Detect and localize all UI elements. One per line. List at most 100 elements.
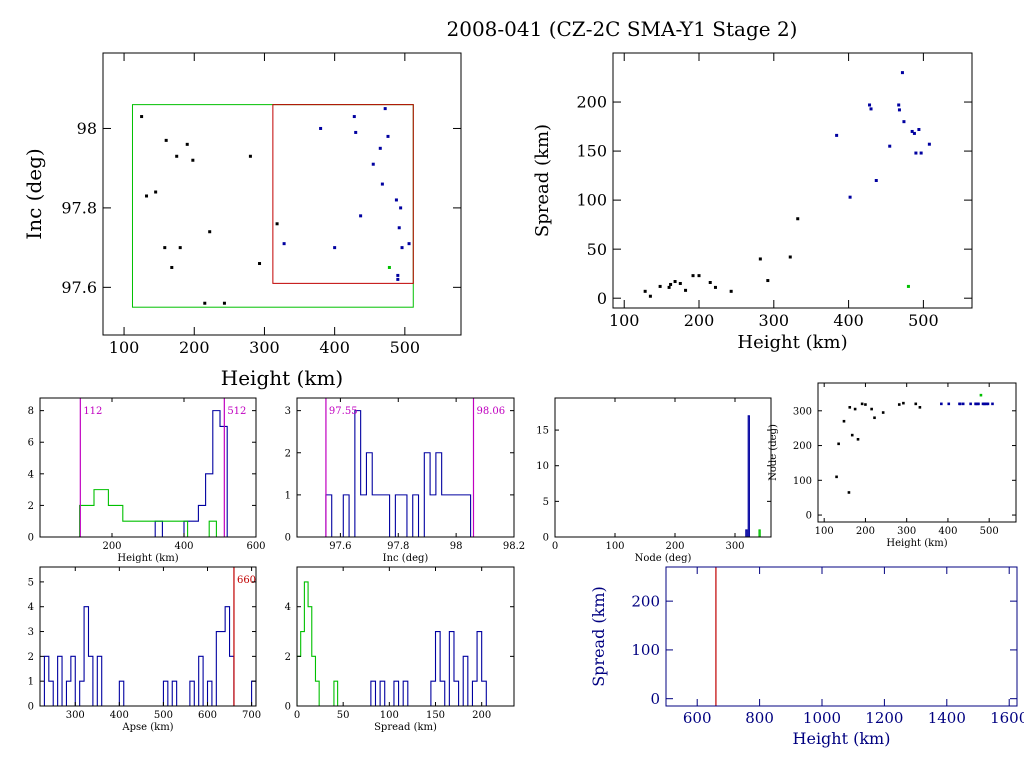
y-tick-label: 4 (28, 469, 34, 480)
data-layer (79, 410, 228, 537)
data-layer (325, 410, 477, 537)
plot-frame (39, 397, 257, 538)
data-point (853, 407, 857, 411)
x-tick-label: 400 (938, 526, 957, 537)
data-point (940, 402, 943, 406)
y-tick-label: 0 (285, 533, 291, 544)
x-tick-label: 1200 (865, 709, 903, 727)
data-point (835, 133, 839, 137)
y-tick-label: 5 (28, 577, 34, 588)
y-tick-label: 200 (631, 592, 660, 610)
histogram-series-blue (370, 630, 487, 706)
data-point (983, 402, 987, 406)
panel-apse_hist: 660 300 400 500 600 700 0 1 2 3 4 5 Apse (km) (28, 566, 261, 733)
x-tick-label: 300 (897, 526, 916, 537)
y-axis-label: Inc (deg) (22, 148, 46, 239)
x-axis-label: Node (deg) (635, 553, 692, 564)
data-point (396, 273, 400, 277)
y-tick-label: 50 (587, 240, 607, 259)
x-tick-label: 400 (833, 311, 864, 330)
y-tick-label: 100 (631, 641, 660, 659)
histogram-series-blue (325, 410, 477, 537)
x-tick-label: 150 (426, 710, 445, 721)
plot-frame (612, 52, 973, 309)
data-point (713, 285, 717, 289)
marker-label: 660 (237, 575, 256, 586)
data-point (387, 265, 391, 269)
data-point (394, 198, 398, 202)
data-point (902, 120, 906, 124)
y-tick-label: 5 (543, 497, 549, 508)
x-axis-label: Spread (km) (374, 722, 437, 733)
data-point (396, 277, 400, 281)
x-tick-label: 100 (815, 526, 834, 537)
y-tick-label: 0 (285, 702, 291, 713)
data-point (729, 289, 733, 293)
x-tick-label: 800 (745, 709, 774, 727)
histogram-series-blue (43, 606, 256, 706)
data-point (678, 281, 682, 285)
x-tick-label: 300 (66, 710, 85, 721)
x-axis-label: Inc (deg) (383, 553, 429, 564)
histogram-series-blue (745, 415, 751, 537)
data-point (684, 288, 688, 292)
data-point (399, 206, 403, 210)
data-point (874, 179, 878, 182)
marker-label: 98.06 (476, 406, 505, 417)
panel-inc_vs_height: 100 200 300 400 500 97.6 97.8 98 Height (km) Inc … (22, 52, 462, 390)
data-point (669, 282, 673, 286)
data-point (912, 131, 916, 135)
data-point (837, 442, 840, 446)
y-tick-label: 0 (28, 702, 34, 713)
y-tick-label: 200 (576, 93, 607, 112)
y-axis-label: Spread (km) (589, 586, 608, 687)
data-point (140, 115, 144, 119)
data-point (208, 230, 212, 234)
x-tick-label: 200 (665, 541, 684, 552)
data-point (959, 402, 962, 406)
x-tick-label: 1600 (990, 709, 1024, 727)
data-point (902, 401, 905, 405)
panel-spread_vs_height: 100 200 300 400 500 0 50 100 150 200 Height (km) Sp… (532, 52, 973, 353)
selection-box-red (272, 104, 414, 284)
data-layer (835, 393, 994, 494)
plot-frame (296, 566, 515, 707)
data-point (860, 402, 864, 406)
data-point (383, 107, 387, 111)
data-point (145, 194, 149, 198)
x-tick-label: 200 (856, 526, 875, 537)
data-point (319, 126, 323, 130)
data-point (897, 108, 901, 112)
data-point (359, 214, 363, 218)
data-point (850, 433, 854, 437)
y-tick-label: 150 (576, 142, 607, 161)
data-point (163, 246, 167, 250)
y-tick-label: 1 (285, 490, 291, 501)
data-point (869, 107, 873, 111)
x-tick-label: 100 (609, 311, 640, 330)
data-point (847, 491, 851, 494)
data-layer (643, 71, 931, 298)
y-tick-label: 2 (28, 652, 34, 663)
data-point (796, 217, 800, 221)
figure-title: 2008-041 (CZ-2C SMA-Y1 Stage 2) (447, 17, 798, 41)
data-point (906, 284, 910, 288)
plot-frame (665, 566, 1018, 707)
data-layer (745, 415, 762, 537)
data-point (333, 246, 337, 250)
data-point (248, 154, 252, 158)
x-tick-label: 700 (242, 710, 261, 721)
x-tick-label: 0 (552, 541, 558, 552)
histogram-series-green (297, 581, 339, 706)
y-tick-label: 100 (793, 476, 812, 487)
data-point (766, 279, 770, 283)
data-point (864, 403, 867, 406)
data-point (178, 246, 182, 250)
data-point (991, 402, 994, 406)
y-tick-label: 2 (285, 652, 291, 663)
panel-spread_hist: 0 50 100 150 200 0 2 4 Spread (km) (285, 566, 515, 733)
y-tick-label: 0 (597, 289, 607, 308)
data-point (870, 407, 873, 411)
data-point (842, 419, 846, 423)
